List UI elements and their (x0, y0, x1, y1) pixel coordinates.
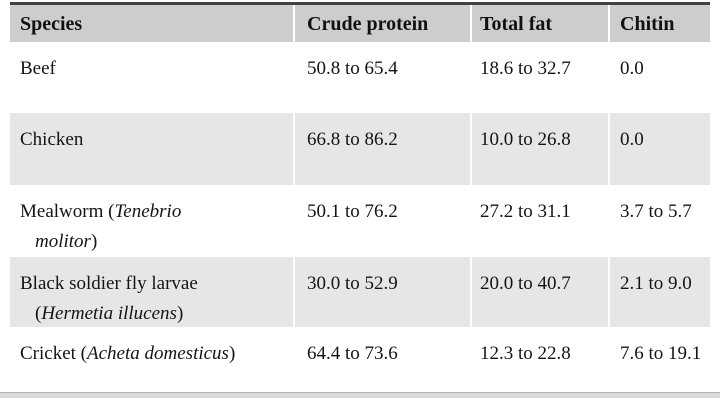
table-row-cricket: Cricket (Acheta domesticus) 64.4 to 73.6… (10, 327, 710, 392)
species-nutrition-table: Species Crude protein Total fat Chitin B… (10, 2, 710, 392)
table-bottom-rule (0, 392, 720, 398)
species-name: Beef (20, 58, 56, 79)
table-top-rule (10, 2, 710, 5)
species-cell: Cricket (Acheta domesticus) (10, 327, 293, 392)
column-header-total-fat: Total fat (472, 5, 608, 42)
species-name-suffix: ) (176, 303, 184, 324)
total-fat-cell: 20.0 to 40.7 (472, 257, 608, 327)
chitin-cell: 2.1 to 9.0 (610, 257, 710, 327)
species-cell: Beef (10, 42, 293, 113)
crude-protein-cell: 50.1 to 76.2 (307, 201, 398, 222)
total-fat-cell: 27.2 to 31.1 (480, 201, 571, 222)
table-row-black-soldier-fly-larvae: Black soldier fly larvae (Hermetia illuc… (10, 257, 710, 327)
species-cell: Mealworm (Tenebrio molitor) (10, 185, 293, 257)
species-name: Cricket ( (20, 343, 88, 364)
column-header-species: Species (10, 5, 293, 42)
crude-protein-cell: 64.4 to 73.6 (307, 343, 398, 364)
crude-protein-cell: 50.8 to 65.4 (307, 58, 398, 79)
chitin-cell: 7.6 to 19.1 (620, 343, 702, 364)
species-name: Chicken (20, 129, 84, 150)
chitin-cell: 0.0 (610, 113, 710, 185)
column-header-chitin: Chitin (610, 5, 710, 42)
species-latin-name: Acheta domesticus (87, 343, 229, 364)
total-fat-cell: 10.0 to 26.8 (472, 113, 608, 185)
chitin-cell: 0.0 (620, 58, 644, 79)
species-latin-name: Hermetia illucens (41, 303, 177, 324)
chitin-cell: 3.7 to 5.7 (620, 201, 692, 222)
species-cell: Chicken (10, 113, 293, 185)
crude-protein-cell: 66.8 to 86.2 (295, 113, 470, 185)
column-header-crude-protein: Crude protein (295, 5, 470, 42)
table-row-beef: Beef 50.8 to 65.4 18.6 to 32.7 0.0 (10, 42, 710, 113)
species-name-suffix: ) (90, 231, 98, 252)
table-row-mealworm: Mealworm (Tenebrio molitor) 50.1 to 76.2… (10, 185, 710, 257)
species-name: Mealworm ( (20, 201, 115, 222)
total-fat-cell: 18.6 to 32.7 (480, 58, 571, 79)
species-name: Black soldier fly larvae ( (20, 273, 198, 324)
total-fat-cell: 12.3 to 22.8 (480, 343, 571, 364)
species-name-suffix: ) (228, 343, 236, 364)
crude-protein-cell: 30.0 to 52.9 (295, 257, 470, 327)
table-row-chicken: Chicken 66.8 to 86.2 10.0 to 26.8 0.0 (10, 113, 710, 185)
species-cell: Black soldier fly larvae (Hermetia illuc… (10, 257, 293, 327)
species-latin-name: Tenebrio molitor (35, 201, 182, 252)
table-header-row: Species Crude protein Total fat Chitin (10, 5, 710, 42)
